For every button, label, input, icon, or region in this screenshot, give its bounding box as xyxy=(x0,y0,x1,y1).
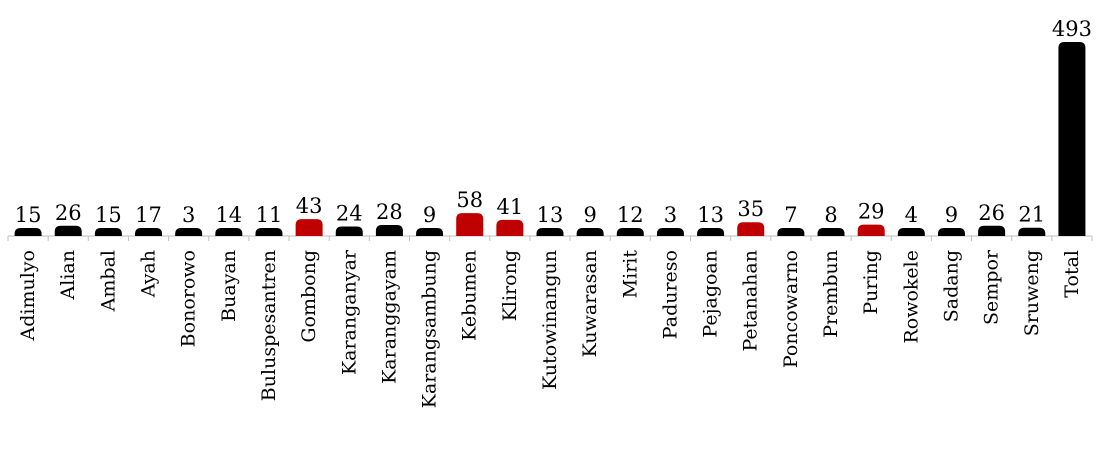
bar-padureso xyxy=(656,228,684,236)
category-label-kutowinangun: Kutowinangun xyxy=(539,250,561,390)
value-label-karangsambung: 9 xyxy=(423,203,436,227)
value-label-klirong: 41 xyxy=(496,195,523,219)
bar-karangsambung xyxy=(416,228,444,236)
bar-sruweng xyxy=(1018,227,1046,236)
bar-kuwarasan xyxy=(576,228,604,236)
bar-klirong xyxy=(496,219,524,236)
bar-kebumen xyxy=(456,213,484,236)
value-label-alian: 26 xyxy=(55,201,82,225)
bar-karanggayam xyxy=(375,224,403,236)
category-label-ambal: Ambal xyxy=(97,250,119,312)
category-label-karanggayam: Karanggayam xyxy=(378,250,400,384)
bar-total xyxy=(1058,42,1086,236)
bar-poncowarno xyxy=(777,228,805,236)
category-label-mirit: Mirit xyxy=(619,250,641,299)
value-label-total: 493 xyxy=(1052,17,1092,41)
category-label-buayan: Buayan xyxy=(218,250,240,322)
category-label-kebumen: Kebumen xyxy=(459,250,481,341)
bar-sadang xyxy=(937,228,965,236)
category-label-poncowarno: Poncowarno xyxy=(780,250,802,368)
bar-petanahan xyxy=(737,222,765,236)
category-label-rowokele: Rowokele xyxy=(900,250,922,344)
category-label-klirong: Klirong xyxy=(499,250,521,321)
bar-bonorowo xyxy=(175,228,203,236)
category-label-sempor: Sempor xyxy=(981,249,1003,325)
bar-puring xyxy=(857,224,885,236)
category-label-bonorowo: Bonorowo xyxy=(178,250,200,347)
category-label-sruweng: Sruweng xyxy=(1021,250,1043,336)
category-label-puring: Puring xyxy=(860,250,882,315)
value-label-rowokele: 4 xyxy=(905,203,918,227)
category-label-kuwarasan: Kuwarasan xyxy=(579,250,601,357)
category-label-petanahan: Petanahan xyxy=(740,250,762,352)
bar-gombong xyxy=(295,219,323,236)
value-labels: 15 26 15 17 3 14 11 43 24 28 958 41 13 9 12 3 13 35 7 8 29 4 9… xyxy=(15,17,1092,227)
bar-rowokele xyxy=(897,228,925,236)
value-label-padureso: 3 xyxy=(664,203,677,227)
value-label-bonorowo: 3 xyxy=(182,203,195,227)
bar-karanganyar xyxy=(335,226,363,236)
category-label-buluspesantren: Buluspesantren xyxy=(258,250,280,401)
value-label-mirit: 12 xyxy=(617,203,644,227)
category-labels: Adimulyo Alian Ambal Ayah Bonorowo Buayan Bulu… xyxy=(17,249,1083,408)
category-label-karangsambung: Karangsambung xyxy=(419,250,441,408)
value-label-pejagoan: 13 xyxy=(697,203,724,227)
category-label-alian: Alian xyxy=(57,250,79,300)
value-label-kuwarasan: 9 xyxy=(583,203,596,227)
value-label-ayah: 17 xyxy=(135,203,162,227)
category-label-karanganyar: Karanganyar xyxy=(338,249,360,375)
category-label-prembun: Prembun xyxy=(820,250,842,338)
value-label-prembun: 8 xyxy=(824,203,837,227)
category-label-total: Total xyxy=(1061,250,1083,298)
category-label-pejagoan: Pejagoan xyxy=(700,250,722,338)
value-label-petanahan: 35 xyxy=(737,197,764,221)
value-label-karanggayam: 28 xyxy=(376,200,403,224)
bars xyxy=(14,42,1086,236)
category-label-padureso: Padureso xyxy=(659,250,681,339)
bar-mirit xyxy=(616,228,644,236)
bar-kutowinangun xyxy=(536,228,564,236)
category-label-ayah: Ayah xyxy=(138,250,160,298)
value-label-sadang: 9 xyxy=(945,203,958,227)
value-label-kutowinangun: 13 xyxy=(537,203,564,227)
value-label-ambal: 15 xyxy=(95,203,122,227)
value-label-puring: 29 xyxy=(858,200,885,224)
value-label-gombong: 43 xyxy=(296,194,323,218)
value-label-buluspesantren: 11 xyxy=(256,203,283,227)
value-label-poncowarno: 7 xyxy=(784,203,797,227)
bar-prembun xyxy=(817,228,845,236)
bar-buayan xyxy=(215,228,243,236)
bar-adimulyo xyxy=(14,228,42,236)
bar-alian xyxy=(54,225,82,236)
bar-ayah xyxy=(135,228,163,236)
value-label-karanganyar: 24 xyxy=(336,202,363,226)
bar-sempor xyxy=(978,225,1006,236)
bar-pejagoan xyxy=(697,228,725,236)
value-label-kebumen: 58 xyxy=(456,188,483,212)
category-label-gombong: Gombong xyxy=(298,250,320,343)
value-label-adimulyo: 15 xyxy=(15,203,42,227)
bar-buluspesantren xyxy=(255,228,283,236)
bar-ambal xyxy=(94,228,122,236)
axis-layer xyxy=(7,235,1093,241)
category-label-adimulyo: Adimulyo xyxy=(17,250,39,341)
value-label-sruweng: 21 xyxy=(1018,203,1045,227)
category-label-sadang: Sadang xyxy=(940,250,962,322)
value-label-buayan: 14 xyxy=(215,203,242,227)
value-label-sempor: 26 xyxy=(978,201,1005,225)
